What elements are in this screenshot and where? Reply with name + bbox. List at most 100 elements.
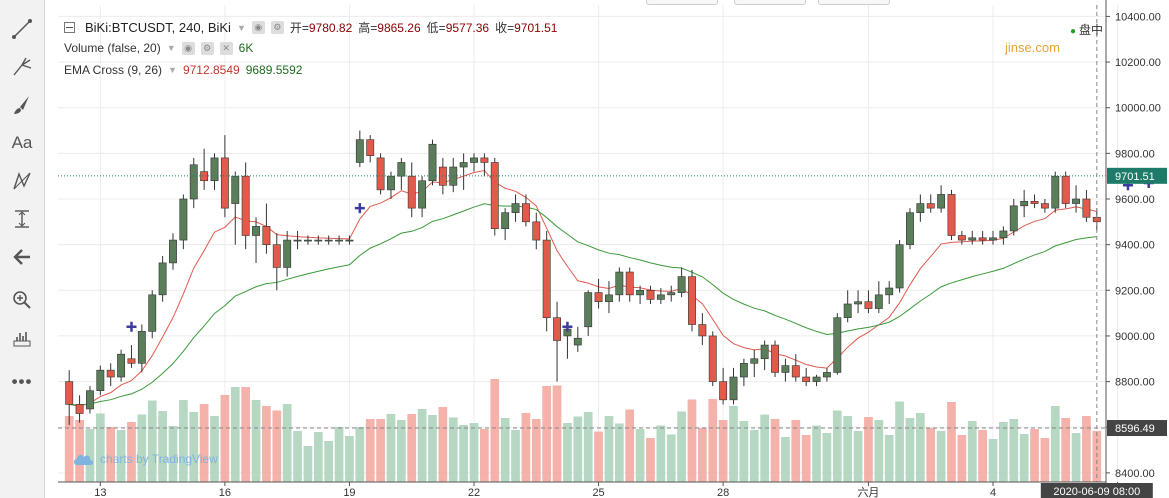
market-status-label: 盘中 bbox=[1078, 23, 1103, 37]
chevron-down-icon[interactable]: ▼ bbox=[236, 22, 246, 33]
chevron-down-icon[interactable]: ▼ bbox=[166, 43, 176, 53]
volume-bar bbox=[926, 428, 936, 482]
volume-bar bbox=[116, 430, 126, 482]
volume-bar bbox=[459, 425, 468, 482]
chevron-down-icon[interactable]: ▼ bbox=[168, 65, 177, 75]
volume-bar bbox=[749, 430, 759, 482]
candle-body bbox=[989, 237, 997, 241]
candle-body bbox=[220, 157, 229, 209]
price-tick-label: 9000.00 bbox=[1115, 331, 1155, 343]
volume-bar bbox=[895, 401, 904, 482]
volume-bar bbox=[625, 409, 635, 482]
candle-body bbox=[750, 358, 759, 364]
ruler-icon[interactable] bbox=[6, 324, 38, 352]
candle-body bbox=[999, 230, 1008, 239]
price-tick-label: 9200.00 bbox=[1115, 285, 1155, 297]
candle-body bbox=[719, 381, 728, 401]
candle-body bbox=[822, 372, 831, 378]
time-tick-label: 4 bbox=[990, 487, 996, 498]
candle-body bbox=[874, 294, 883, 309]
gear-icon[interactable]: ⚙ bbox=[200, 41, 214, 55]
volume-bar bbox=[303, 446, 313, 482]
candle-body bbox=[667, 292, 676, 296]
volume-bar bbox=[864, 417, 873, 482]
measure-icon[interactable] bbox=[6, 205, 38, 233]
candle-body bbox=[771, 344, 779, 373]
collapse-icon[interactable] bbox=[64, 22, 75, 33]
candle-body bbox=[283, 239, 292, 268]
brush-icon[interactable] bbox=[6, 91, 38, 119]
low-label: 低= bbox=[426, 21, 446, 35]
candle-body bbox=[646, 289, 655, 300]
volume-bar bbox=[500, 418, 510, 482]
eye-icon[interactable]: ◉ bbox=[251, 21, 265, 34]
volume-bar bbox=[843, 416, 853, 482]
candle-body bbox=[916, 203, 925, 213]
candle-body bbox=[96, 369, 105, 392]
candle-body bbox=[252, 226, 260, 236]
volume-bar bbox=[666, 434, 676, 482]
volume-bar bbox=[718, 420, 728, 482]
candle-body bbox=[1040, 203, 1049, 209]
pitchfork-icon[interactable] bbox=[6, 53, 38, 81]
open-value: 9780.82 bbox=[308, 21, 353, 35]
candle-body bbox=[117, 353, 126, 378]
volume-bar bbox=[1071, 433, 1081, 482]
price-tick-label: 8800.00 bbox=[1115, 377, 1155, 389]
volume-bar bbox=[801, 435, 811, 482]
candle-body bbox=[65, 381, 74, 405]
candle-body bbox=[926, 203, 935, 209]
volume-bar bbox=[355, 427, 365, 482]
top-tab-button[interactable] bbox=[818, 0, 890, 5]
more-icon[interactable]: ••• bbox=[11, 372, 33, 391]
candle-body bbox=[947, 194, 956, 236]
volume-bar bbox=[947, 402, 956, 482]
volume-bar bbox=[656, 425, 666, 482]
ema-cross-marker bbox=[126, 321, 137, 332]
top-tab-button[interactable] bbox=[734, 0, 806, 5]
candle-body bbox=[106, 369, 115, 378]
close-icon[interactable]: ✕ bbox=[219, 41, 233, 55]
high-label: 高= bbox=[358, 21, 378, 35]
time-tick-label: 16 bbox=[219, 487, 231, 498]
eye-icon[interactable]: ◉ bbox=[181, 41, 195, 55]
volume-bar bbox=[999, 422, 1008, 482]
volume-bar bbox=[293, 431, 302, 482]
volume-bar bbox=[199, 404, 209, 482]
volume-bar bbox=[614, 423, 624, 482]
branding-text: charts by TradingView bbox=[100, 452, 218, 466]
candle-body bbox=[148, 294, 157, 332]
candle-body bbox=[272, 244, 281, 268]
price-tick-label: 10400.00 bbox=[1115, 11, 1161, 23]
watermark: jinse.com bbox=[1005, 40, 1060, 55]
volume-bar bbox=[179, 400, 188, 482]
volume-bar bbox=[241, 387, 251, 482]
trend-line-icon[interactable] bbox=[6, 15, 38, 43]
candle-body bbox=[355, 139, 364, 163]
top-tab-button[interactable] bbox=[646, 0, 718, 5]
candle-body bbox=[802, 376, 811, 382]
volume-bar bbox=[480, 429, 489, 482]
tradingview-branding[interactable]: charts by TradingView bbox=[72, 452, 218, 466]
gear-icon[interactable]: ⚙ bbox=[270, 21, 284, 34]
candle-body bbox=[480, 157, 489, 163]
volume-bar bbox=[604, 416, 614, 482]
back-arrow-icon[interactable] bbox=[6, 243, 38, 271]
volume-bar bbox=[168, 426, 178, 482]
volume-bar bbox=[1030, 429, 1039, 482]
candle-body bbox=[501, 212, 510, 229]
candle-body bbox=[387, 175, 395, 191]
candle-body bbox=[1051, 175, 1060, 209]
candle-body bbox=[407, 175, 416, 209]
volume-bar bbox=[85, 429, 95, 482]
text-tool-icon[interactable]: Aa bbox=[11, 133, 33, 152]
candle-body bbox=[418, 180, 427, 209]
volume-bar bbox=[230, 387, 240, 482]
zoom-in-icon[interactable] bbox=[6, 286, 38, 314]
pattern-icon[interactable] bbox=[6, 167, 38, 195]
candle-body bbox=[688, 276, 696, 325]
candle-body bbox=[760, 344, 769, 360]
last-price-tag bbox=[1107, 167, 1167, 184]
candle-body bbox=[708, 335, 717, 382]
